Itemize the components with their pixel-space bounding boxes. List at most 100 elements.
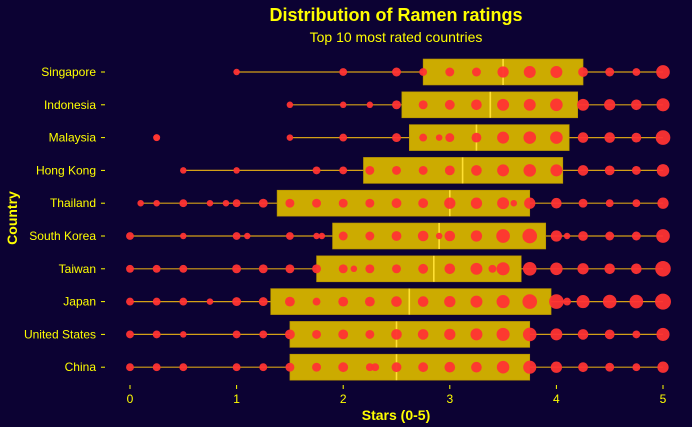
point-china-0 — [126, 363, 134, 372]
point-singapore-7 — [523, 66, 536, 78]
point-malaysia-7 — [471, 132, 482, 143]
point-thailand-17 — [524, 197, 536, 209]
box-china — [289, 353, 531, 381]
point-malaysia-12 — [604, 132, 615, 143]
point-south-korea-20 — [631, 231, 641, 241]
y-axis-title: Country — [4, 191, 20, 245]
point-united-states-4 — [259, 330, 268, 339]
point-taiwan-13 — [470, 262, 483, 275]
point-malaysia-14 — [655, 130, 671, 145]
point-taiwan-0 — [126, 264, 134, 273]
y-tick-label-thailand: Thailand — [50, 196, 96, 210]
point-taiwan-16 — [522, 261, 537, 276]
point-malaysia-3 — [392, 133, 401, 143]
point-malaysia-0 — [153, 134, 160, 141]
point-malaysia-5 — [435, 134, 443, 141]
point-hong-kong-0 — [180, 167, 187, 174]
point-china-20 — [657, 361, 669, 373]
point-china-4 — [259, 363, 268, 372]
point-hong-kong-9 — [497, 164, 510, 177]
point-japan-13 — [470, 295, 483, 308]
point-taiwan-19 — [604, 263, 615, 275]
point-south-korea-11 — [435, 232, 443, 240]
point-malaysia-1 — [286, 134, 294, 141]
point-china-5 — [285, 362, 295, 372]
point-united-states-1 — [152, 330, 161, 339]
point-singapore-0 — [233, 68, 240, 76]
point-united-states-3 — [232, 330, 241, 339]
x-tick-label-3: 3 — [446, 392, 453, 406]
point-united-states-2 — [180, 331, 187, 338]
point-thailand-0 — [137, 199, 144, 207]
point-malaysia-9 — [523, 131, 537, 144]
point-hong-kong-12 — [577, 165, 589, 176]
point-hong-kong-10 — [523, 164, 537, 177]
point-singapore-10 — [605, 67, 615, 77]
point-south-korea-14 — [496, 229, 510, 243]
point-south-korea-1 — [180, 232, 187, 240]
point-united-states-7 — [338, 329, 349, 340]
chart-title: Distribution of Ramen ratings — [269, 5, 522, 25]
x-tick-label-2: 2 — [340, 392, 347, 406]
point-hong-kong-13 — [604, 165, 615, 176]
point-south-korea-12 — [444, 230, 456, 242]
x-tick-label-5: 5 — [660, 392, 667, 406]
x-tick-label-0: 0 — [127, 392, 134, 406]
point-south-korea-7 — [338, 231, 348, 241]
point-japan-5 — [258, 297, 268, 307]
point-south-korea-16 — [550, 230, 563, 242]
chart-subtitle: Top 10 most rated countries — [310, 29, 483, 45]
point-china-11 — [418, 362, 429, 373]
point-indonesia-7 — [497, 98, 510, 111]
point-taiwan-2 — [179, 264, 188, 273]
point-japan-11 — [417, 296, 429, 307]
point-japan-12 — [444, 295, 456, 308]
point-south-korea-13 — [470, 230, 483, 242]
point-thailand-21 — [632, 199, 641, 208]
point-malaysia-2 — [339, 133, 348, 142]
point-united-states-12 — [470, 328, 483, 341]
box-thailand — [276, 189, 531, 217]
point-thailand-16 — [510, 199, 518, 207]
point-united-states-16 — [577, 329, 589, 340]
point-japan-18 — [576, 295, 590, 309]
point-thailand-8 — [312, 198, 322, 208]
point-hong-kong-1 — [233, 167, 240, 174]
y-tick-label-singapore: Singapore — [41, 65, 96, 79]
point-singapore-8 — [550, 66, 563, 78]
point-japan-8 — [338, 296, 349, 307]
point-united-states-5 — [285, 329, 295, 340]
point-indonesia-10 — [577, 98, 590, 111]
point-south-korea-2 — [232, 232, 241, 240]
point-south-korea-18 — [578, 231, 588, 241]
point-hong-kong-4 — [365, 165, 375, 175]
point-south-korea-17 — [563, 232, 571, 240]
point-taiwan-17 — [550, 262, 563, 276]
point-united-states-13 — [496, 327, 510, 341]
point-thailand-2 — [179, 199, 188, 208]
point-hong-kong-7 — [444, 165, 455, 176]
y-tick-label-taiwan: Taiwan — [59, 262, 96, 276]
point-hong-kong-3 — [339, 166, 348, 175]
point-united-states-10 — [417, 329, 429, 340]
point-united-states-17 — [604, 329, 615, 340]
point-china-14 — [496, 360, 510, 374]
point-china-3 — [232, 363, 241, 372]
point-thailand-11 — [391, 198, 402, 209]
point-thailand-3 — [206, 199, 214, 207]
y-tick-label-china: China — [65, 360, 97, 374]
point-japan-15 — [522, 294, 538, 309]
point-china-10 — [391, 362, 402, 373]
point-taiwan-10 — [392, 264, 401, 274]
point-taiwan-9 — [365, 264, 375, 274]
y-tick-label-malaysia: Malaysia — [49, 131, 97, 145]
point-south-korea-19 — [605, 231, 615, 241]
point-thailand-12 — [418, 198, 429, 209]
y-tick-label-south-korea: South Korea — [29, 229, 96, 243]
point-indonesia-0 — [286, 101, 294, 109]
point-japan-7 — [312, 297, 321, 306]
point-taiwan-6 — [312, 264, 322, 274]
point-indonesia-11 — [604, 99, 616, 111]
point-taiwan-18 — [577, 263, 589, 275]
